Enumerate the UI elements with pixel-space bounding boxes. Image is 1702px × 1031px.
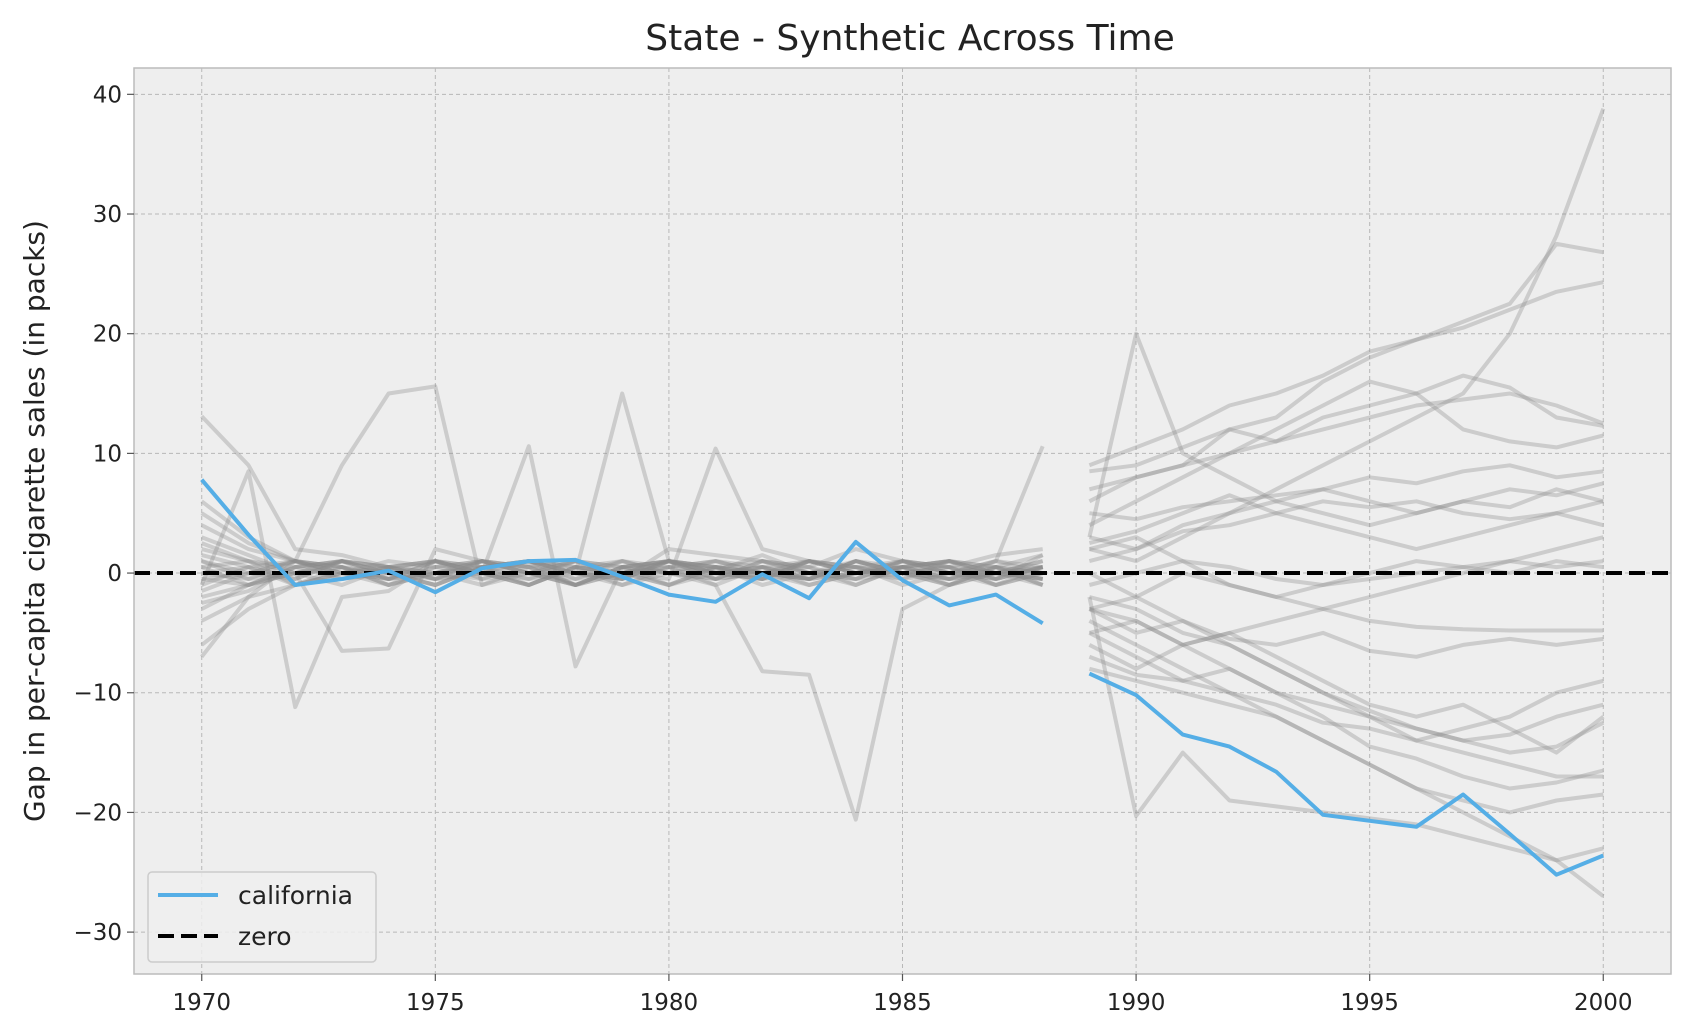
- placebo-line-post-14: [1088, 666, 1604, 815]
- y-tick-label: −30: [73, 920, 122, 946]
- placebo-line-post-17: [1088, 373, 1604, 527]
- x-tick-label: 1975: [406, 990, 465, 1016]
- placebo-line-post-6: [1088, 607, 1604, 659]
- california-line-pre: [200, 478, 1044, 626]
- placebo-line-post-19: [1088, 391, 1604, 492]
- x-tick-label: 1980: [640, 990, 699, 1016]
- chart-title: State - Synthetic Across Time: [645, 18, 1174, 59]
- y-tick-label: −10: [73, 681, 122, 707]
- placebo-line-pre-18: [201, 559, 1044, 605]
- placebo-line-post-24: [1088, 571, 1604, 633]
- placebo-line-pre-12: [200, 559, 1044, 611]
- placebo-line-post-9: [1087, 331, 1604, 538]
- placebo-line-pre-19: [201, 559, 1043, 587]
- y-tick-label: 0: [107, 561, 122, 587]
- placebo-line-post-18: [1088, 607, 1605, 755]
- california-line-group: [200, 478, 1605, 877]
- placebo-line-post-5: [1088, 535, 1604, 587]
- x-tick-label: 1970: [172, 990, 231, 1016]
- placebo-line-post-2: [1088, 618, 1604, 791]
- legend-label-zero: zero: [238, 922, 292, 951]
- placebo-line-post-23: [1088, 654, 1604, 779]
- x-tick-label: 1985: [873, 990, 932, 1016]
- legend-label-california: california: [238, 881, 353, 910]
- y-axis-ticks: 40 30 20 10 0 −10 −20 −30: [73, 82, 134, 946]
- placebo-line-post-1: [1088, 280, 1604, 468]
- placebo-line-post-8: [1089, 391, 1605, 474]
- placebo-line-post-10: [1088, 631, 1604, 743]
- placebo-line-post-13: [1088, 241, 1604, 504]
- y-axis-label: Gap in per-capita cigarette sales (in pa…: [18, 220, 51, 822]
- y-tick-label: 20: [93, 322, 122, 348]
- placebo-line-pre-1: [200, 384, 1043, 659]
- placebo-line-pre-15: [200, 499, 1043, 587]
- placebo-line-post-12: [1088, 535, 1604, 671]
- x-tick-label: 1995: [1340, 990, 1399, 1016]
- y-tick-label: 10: [93, 441, 122, 467]
- placebo-line-pre-5: [201, 391, 1044, 599]
- y-tick-label: −20: [73, 800, 122, 826]
- placebo-line-post-7: [1087, 596, 1605, 898]
- placebo-line-post-3: [1088, 595, 1605, 755]
- placebo-line-post-0: [1089, 463, 1604, 522]
- california-line-post: [1088, 671, 1605, 877]
- placebo-line-pre-22: [201, 559, 1043, 587]
- placebo-line-pre-2: [199, 469, 1044, 710]
- y-tick-label: 40: [93, 82, 122, 108]
- placebo-line-post-4: [1088, 481, 1604, 552]
- x-axis-ticks: 1970 1975 1980 1985 1990 1995 2000: [172, 974, 1633, 1016]
- y-tick-label: 30: [93, 202, 122, 228]
- placebo-line-post-22: [1088, 493, 1604, 552]
- legend: california zero: [147, 871, 377, 963]
- placebo-line-pre-0: [200, 414, 1044, 587]
- x-tick-label: 1990: [1107, 990, 1166, 1016]
- placebo-line-post-11: [1088, 499, 1604, 564]
- grid: [134, 68, 1671, 974]
- x-tick-label: 2000: [1574, 990, 1633, 1016]
- placebo-line-post-15: [1088, 108, 1606, 564]
- placebo-line-post-16: [1088, 571, 1604, 743]
